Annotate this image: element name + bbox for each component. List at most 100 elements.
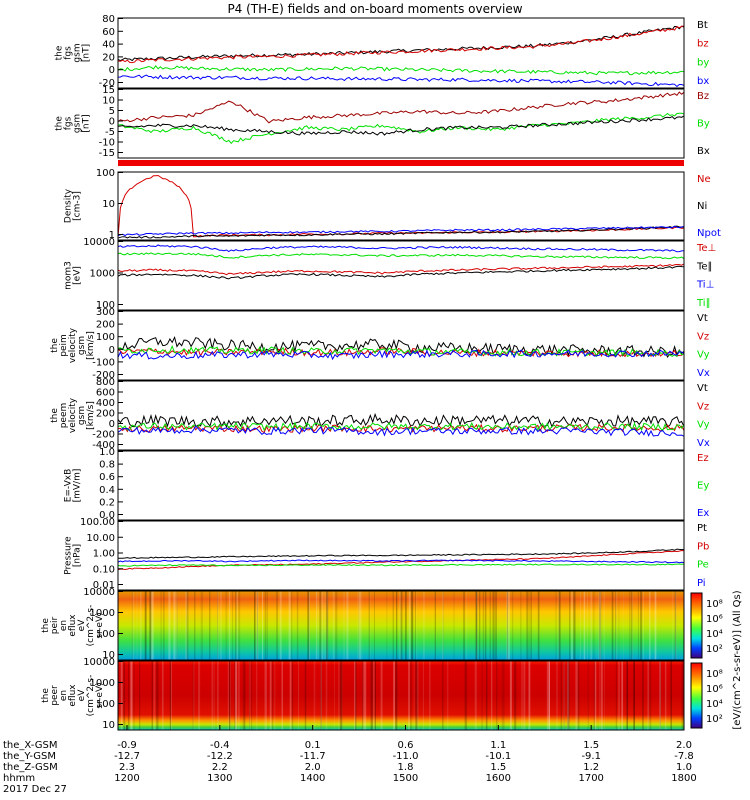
legend-bx: bx <box>697 76 709 87</box>
spectrogram-streak <box>256 661 257 730</box>
spectrogram-streak <box>623 591 624 660</box>
legend-Pi: Pi <box>697 578 706 589</box>
series-line-Te∥ <box>118 266 684 279</box>
legend-Bx: Bx <box>697 146 710 157</box>
spectrogram-streak <box>364 661 366 730</box>
y-tick-label: 80 <box>102 14 115 25</box>
spectrogram-streak <box>493 591 495 660</box>
x-tick-label-the_Z-GSM: 2.0 <box>305 762 321 773</box>
legend-Te⊥: Te⊥ <box>696 243 716 254</box>
spectrogram-streak <box>612 591 614 660</box>
y-tick-label: 10000 <box>83 237 115 248</box>
spectrogram-streak <box>334 661 335 730</box>
panel-frame <box>118 311 684 380</box>
spectrogram-streak <box>522 661 524 730</box>
x-tick-label-the_X-GSM: -0.9 <box>117 740 137 751</box>
y-tick-label: 1.00 <box>93 549 115 560</box>
legend-Ni: Ni <box>697 201 707 212</box>
spectrogram-streak <box>358 591 359 660</box>
spectrogram-streak <box>503 661 504 730</box>
spectrogram-streak <box>655 591 656 660</box>
spectrogram-streak <box>251 661 252 730</box>
spectrogram-streak <box>170 661 171 730</box>
spectrogram-streak <box>556 591 557 660</box>
x-tick-label-the_Z-GSM: 1.2 <box>583 762 599 773</box>
spectrogram-streak <box>490 591 491 660</box>
x-row-label-y-gsm: the_Y-GSM <box>3 751 67 762</box>
panel-8: PtPbPePi100.0010.001.000.100.01Pressure[… <box>64 517 710 591</box>
spectrogram-streak <box>396 591 397 660</box>
x-tick-label-the_Z-GSM: 1.0 <box>676 762 692 773</box>
spectrogram-streak <box>491 661 492 730</box>
series-line-Npot <box>118 226 684 235</box>
spectrogram-streak <box>593 591 594 660</box>
spectrogram-streak <box>254 591 256 660</box>
spectrogram-streak <box>282 661 283 730</box>
spectrogram-streak <box>236 591 238 660</box>
spectrogram-streak <box>414 661 415 730</box>
spectrogram-streak <box>395 661 397 730</box>
x-tick-label-the_Y-GSM: -11.7 <box>300 751 326 762</box>
spectrogram-streak <box>291 591 292 660</box>
spectrogram-streak <box>475 661 477 730</box>
spectrogram-streak <box>229 591 230 660</box>
y-tick-label: 800 <box>96 377 115 388</box>
panel-4: Te⊥Te∥Ti⊥Ti∥100001000100mom3[eV] <box>64 237 717 311</box>
x-tick-label-hhmm: 1200 <box>114 773 139 784</box>
spectrogram-streak <box>270 661 272 730</box>
spectrogram-streak <box>341 661 343 730</box>
spectrogram-streak <box>359 591 361 660</box>
spectrogram-streak <box>631 591 633 660</box>
spectrogram-streak <box>466 591 467 660</box>
x-tick-label-the_Y-GSM: -7.8 <box>674 751 694 762</box>
spectrogram-streak <box>569 591 570 660</box>
spectrogram-streak <box>464 661 466 730</box>
series-line-Bz <box>118 92 684 123</box>
spectrogram-streak <box>324 591 326 660</box>
spectrogram-streak <box>526 591 528 660</box>
series-line-bz <box>118 26 684 63</box>
spectrogram-streak <box>393 591 394 660</box>
spectrogram-streak <box>405 591 407 660</box>
spectrogram-streak <box>548 661 550 730</box>
panel-6: VtVzVyVx8006004002000-200-400thepeemvelo… <box>50 377 710 451</box>
spectrogram-streak <box>232 591 233 660</box>
spectrogram-streak <box>604 661 605 730</box>
panel-frame <box>118 89 684 158</box>
spectrogram-streak <box>400 591 401 660</box>
y-axis-label-line: [nT] <box>82 44 92 62</box>
y-axis-label: thefgsgsm[nT] <box>55 114 92 133</box>
legend-Vt: Vt <box>697 313 708 324</box>
y-axis-label-line: [km/s] <box>86 331 96 360</box>
y-tick-label: 100 <box>96 168 115 179</box>
spectrogram-streak <box>176 591 177 660</box>
spectrogram-streak <box>670 661 672 730</box>
x-axis-date: 2017 Dec 27 <box>3 784 67 795</box>
spectrogram-streak <box>423 661 424 730</box>
colorbar-tick-label: 10⁴ <box>706 629 723 640</box>
panel-2: BzByBx151050-5-10-15thefgsgsm[nT] <box>55 85 710 159</box>
x-tick-label-the_Y-GSM: -12.2 <box>207 751 233 762</box>
spectrogram-streak <box>133 591 135 660</box>
panel-7: EzEyEx1.00.80.60.40.20.0E=-VxB[mV/m] <box>64 447 710 521</box>
spectrogram-streak <box>417 661 418 730</box>
y-tick-label: 0 <box>109 419 115 430</box>
y-axis-label: Density[cm-3] <box>64 188 83 223</box>
y-tick-label: 10.00 <box>86 533 115 544</box>
spectrogram-streak <box>629 591 630 660</box>
y-axis-label: thepeirenefluxeV(cm^2-s-sr-eV) <box>41 605 105 647</box>
spectrogram-streak <box>387 591 388 660</box>
x-tick-label-the_X-GSM: 0.1 <box>305 740 321 751</box>
series-line-Pb <box>118 551 684 570</box>
spectrogram-streak <box>512 591 513 660</box>
x-row-label-x-gsm: the_X-GSM <box>3 740 67 751</box>
spectrogram-streak <box>157 661 159 730</box>
y-tick-label: 40 <box>102 40 115 51</box>
spectrogram-streak <box>194 591 195 660</box>
y-axis-label-line: sr-eV) <box>95 612 105 638</box>
spectrogram-streak <box>264 591 266 660</box>
spectrogram-streak <box>621 661 623 730</box>
y-tick-label: 1000 <box>90 269 115 280</box>
colorbar-label: [eV/(cm^2-s-sr-eV)] (All Qs) <box>732 590 743 729</box>
spectrogram-streak <box>297 591 299 660</box>
